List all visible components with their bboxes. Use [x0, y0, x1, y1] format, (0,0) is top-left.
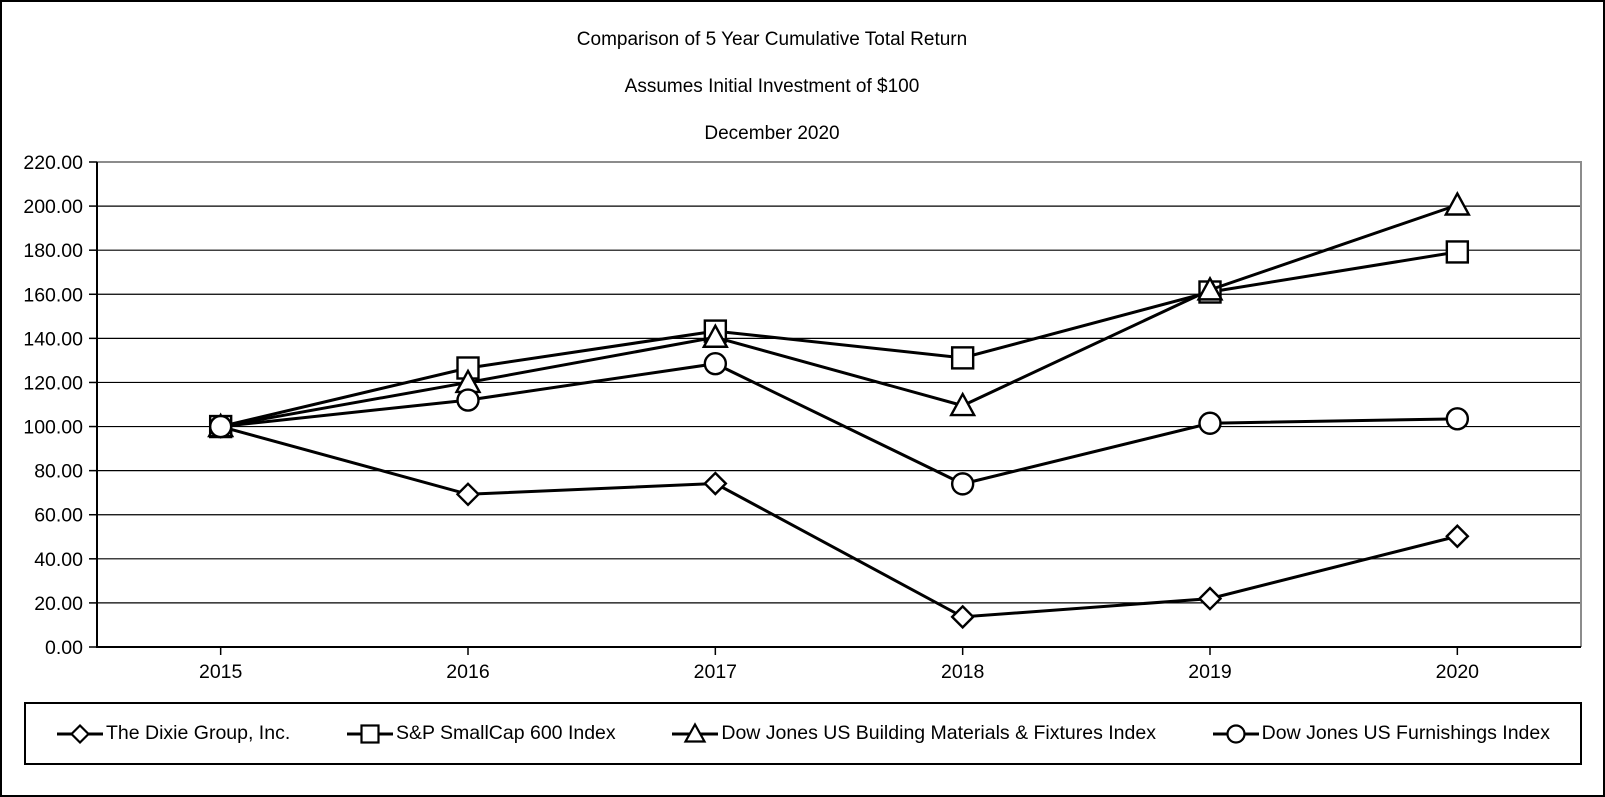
legend-item: The Dixie Group, Inc.	[56, 721, 290, 747]
series-line	[220, 362, 1458, 486]
series-triangle	[207, 190, 1471, 438]
y-tick-label: 80.00	[34, 461, 83, 483]
y-tick-label: 200.00	[23, 196, 83, 218]
y-tick-label: 0.00	[45, 637, 83, 659]
y-tick-label: 20.00	[34, 593, 83, 615]
square-marker	[1445, 240, 1470, 264]
y-tick-label: 40.00	[34, 549, 83, 571]
diamond-marker	[950, 604, 975, 630]
legend-label: Dow Jones US Building Materials & Fixtur…	[721, 722, 1156, 744]
triangle-legend-icon	[672, 721, 719, 743]
diamond-marker	[455, 482, 481, 507]
y-tick-label: 120.00	[23, 372, 83, 394]
legend-item: Dow Jones US Building Materials & Fixtur…	[671, 721, 1156, 747]
triangle-marker	[1443, 190, 1471, 216]
diamond-marker	[1445, 524, 1470, 549]
series-line	[220, 250, 1458, 429]
circle-marker	[703, 352, 728, 376]
y-tick-label: 140.00	[23, 328, 83, 350]
legend-item: S&P SmallCap 600 Index	[346, 721, 616, 747]
x-tick-label: 2019	[1188, 661, 1231, 683]
triangle-marker	[701, 323, 729, 348]
y-tick-label: 100.00	[23, 417, 83, 439]
circle-marker	[208, 414, 233, 439]
diamond-legend-icon	[57, 723, 103, 744]
circle-legend-icon	[1212, 723, 1259, 744]
chart-title-line2: Assumes Initial Investment of $100	[624, 76, 920, 97]
x-tick-label: 2017	[694, 661, 737, 683]
y-tick-label: 60.00	[34, 505, 83, 527]
y-tick-label: 180.00	[23, 240, 83, 262]
triangle-marker	[1196, 275, 1224, 301]
x-tick-label: 2016	[446, 661, 489, 683]
circle-marker	[1198, 411, 1222, 435]
series-line	[220, 203, 1458, 429]
y-tick-label: 220.00	[23, 152, 83, 174]
chart-title: Comparison of 5 Year Cumulative Total Re…	[2, 28, 1542, 146]
square-marker	[950, 346, 975, 370]
chart-title-line3: December 2020	[704, 123, 840, 144]
plot-border-gray	[97, 161, 1582, 647]
chart-title-line1: Comparison of 5 Year Cumulative Total Re…	[576, 29, 968, 50]
circle-marker	[456, 388, 480, 412]
series-circle	[208, 352, 1470, 496]
circle-marker	[950, 472, 975, 496]
legend-item: Dow Jones US Furnishings Index	[1212, 721, 1550, 747]
series-line	[220, 425, 1458, 619]
diamond-marker	[1197, 586, 1223, 611]
square-legend-icon	[346, 723, 393, 744]
legend-label: S&P SmallCap 600 Index	[395, 722, 616, 744]
triangle-marker	[949, 391, 977, 417]
circle-marker	[1445, 407, 1470, 431]
legend-label: The Dixie Group, Inc.	[106, 722, 291, 744]
x-tick-label: 2020	[1436, 661, 1480, 683]
diamond-marker	[703, 471, 728, 496]
legend-label: Dow Jones US Furnishings Index	[1261, 722, 1550, 744]
series-diamond	[208, 414, 1470, 630]
legend: The Dixie Group, Inc. S&P SmallCap 600 In…	[24, 702, 1582, 765]
y-tick-label: 160.00	[23, 284, 83, 306]
x-tick-label: 2015	[199, 661, 243, 683]
x-tick-label: 2018	[941, 661, 984, 683]
